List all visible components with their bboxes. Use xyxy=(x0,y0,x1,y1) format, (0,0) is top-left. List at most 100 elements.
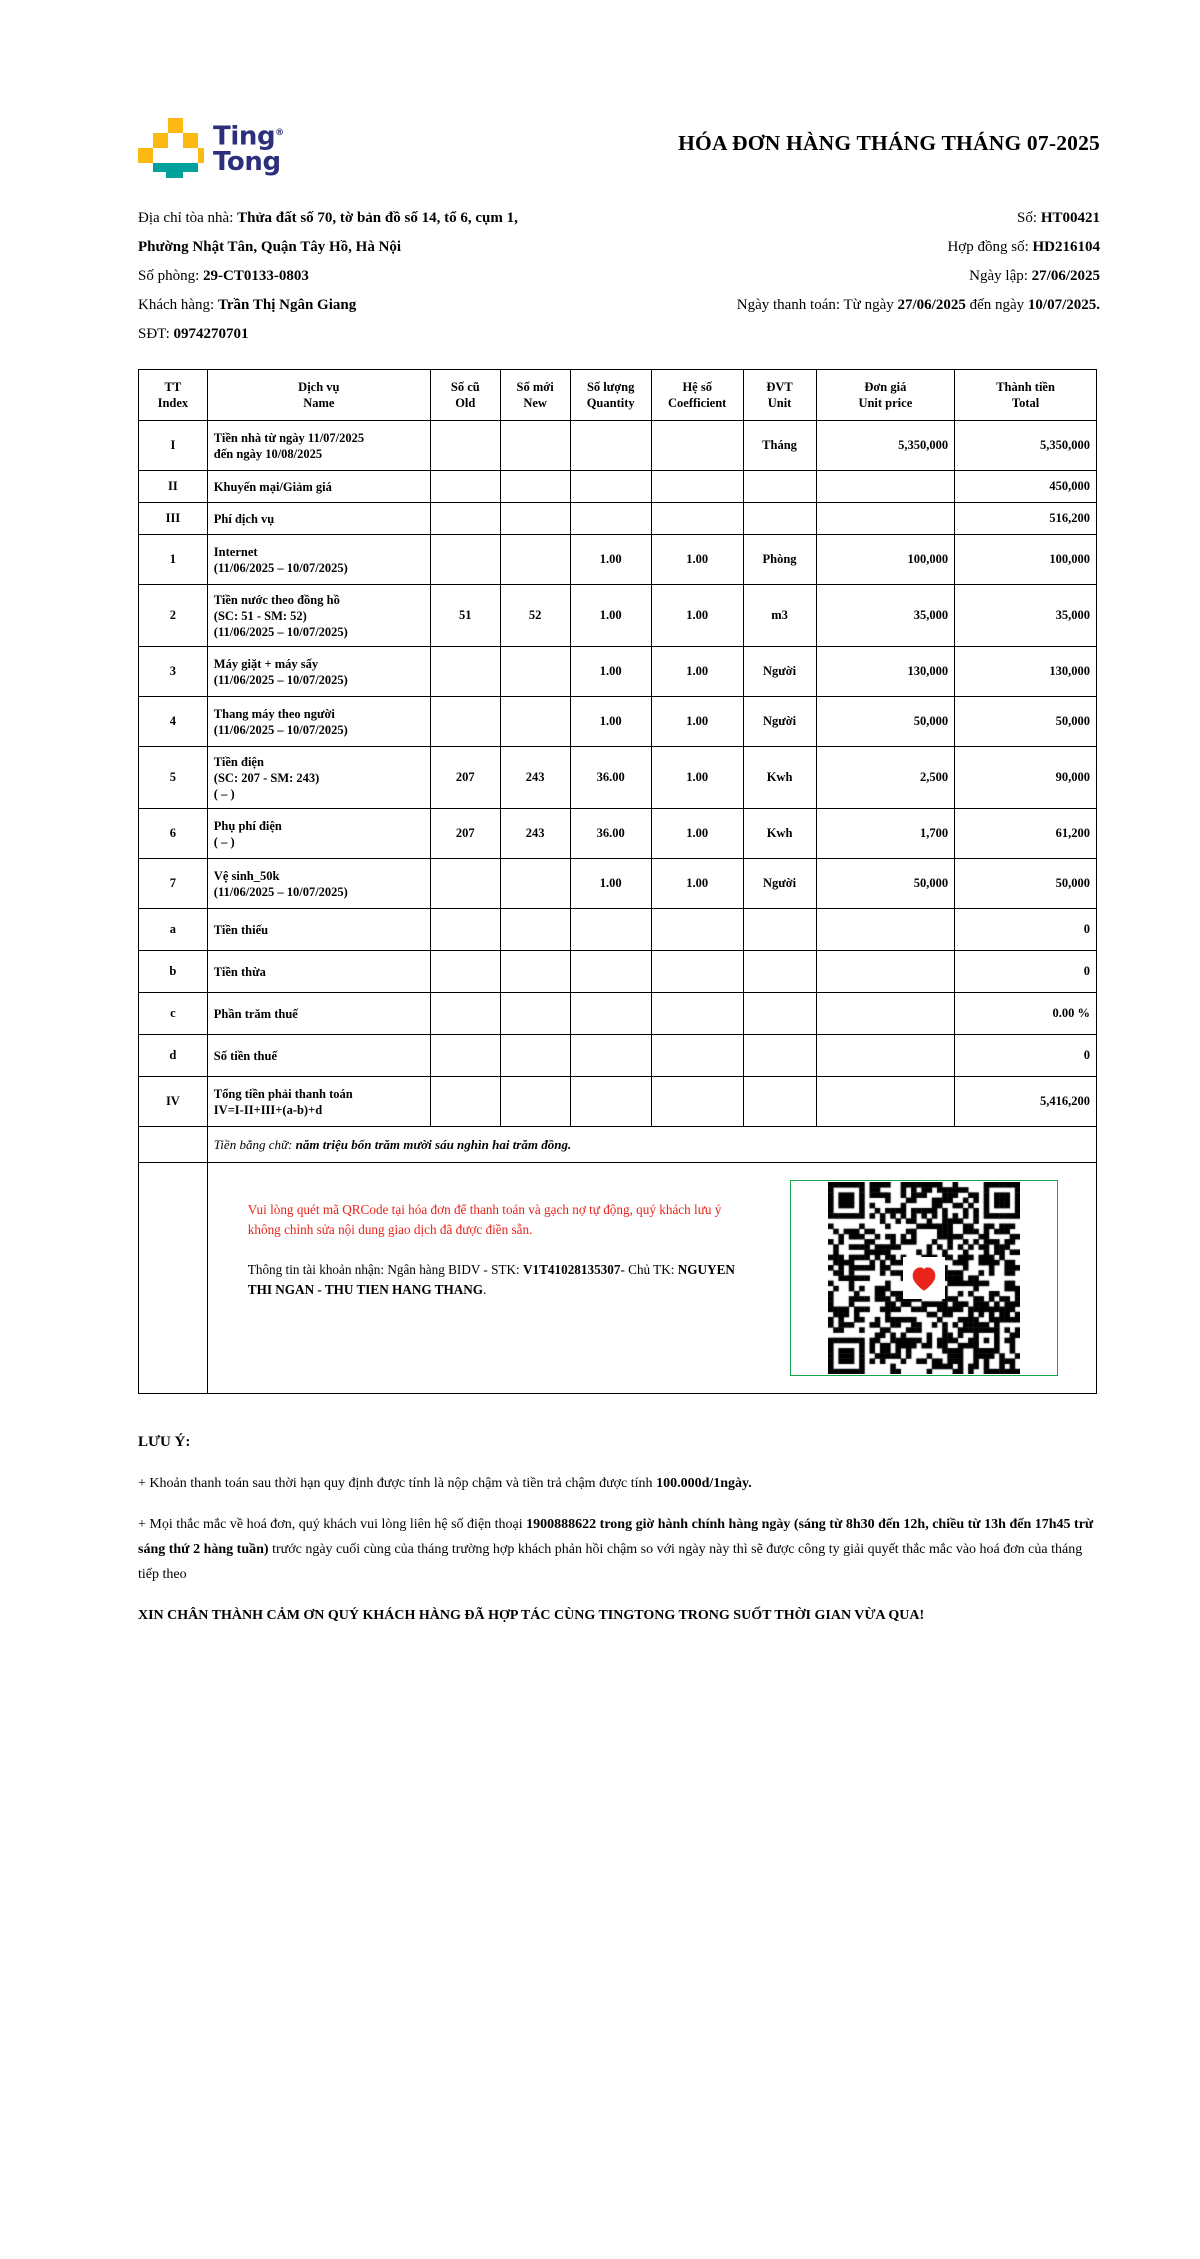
cell-index: 4 xyxy=(138,696,208,747)
cell-quantity xyxy=(569,420,652,471)
col-label-vi: Số lượng xyxy=(586,380,635,394)
cell-old: 51 xyxy=(429,584,501,647)
cell-index: 2 xyxy=(138,584,208,647)
note-late-payment: + Khoản thanh toán sau thời hạn quy định… xyxy=(138,1471,1100,1496)
cell-quantity xyxy=(569,950,652,993)
cell-total: 450,000 xyxy=(954,470,1097,503)
col-label-en: Name xyxy=(303,396,335,410)
amount-in-words: Tiền bằng chữ: năm triệu bốn trăm mười s… xyxy=(206,1126,1098,1163)
col-unit-price: Đơn giá Unit price xyxy=(815,369,956,421)
note-late-payment-fee: 100.000d/1ngày. xyxy=(656,1476,752,1491)
invoice-number: Số: HT00421 xyxy=(1017,204,1100,233)
cell-name: Tiền điện (SC: 207 - SM: 243)( – ) xyxy=(206,746,431,809)
room-number-label: Số phòng: xyxy=(138,268,200,284)
cell-coefficient xyxy=(650,908,744,951)
bank-account-owner: NGUYEN THI NGAN - THU TIEN HANG THANG xyxy=(247,1262,735,1297)
cell-unit: Người xyxy=(742,858,817,909)
cell-quantity xyxy=(569,992,652,1035)
cell-coefficient xyxy=(650,1076,744,1127)
cell-name: Phí dịch vụ xyxy=(206,502,431,535)
thank-you-message: XIN CHÂN THÀNH CẢM ƠN QUÝ KHÁCH HÀNG ĐÃ … xyxy=(138,1608,925,1623)
cell-unit: Kwh xyxy=(742,808,817,859)
cell-name: Phần trăm thuế xyxy=(206,992,431,1035)
col-label-en: Unit xyxy=(767,396,792,410)
service-name-line: Tiền điện xyxy=(213,754,264,769)
cell-total: 0 xyxy=(954,908,1097,951)
payment-period-to: 10/07/2025. xyxy=(1027,297,1100,313)
cell-old: 207 xyxy=(429,808,501,859)
cell-new xyxy=(499,502,571,535)
invoice-meta: Địa chỉ tòa nhà: Thửa đất số 70, tờ bản … xyxy=(0,178,1200,349)
service-name-line: ( – ) xyxy=(213,786,235,801)
cell-unit: m3 xyxy=(742,584,817,647)
cell-new xyxy=(499,646,571,697)
cell-total: 50,000 xyxy=(954,696,1097,747)
cell-old xyxy=(429,858,501,909)
qr-code-image[interactable] xyxy=(828,1182,1020,1374)
contract-number: Hợp đồng số: HD216104 xyxy=(947,233,1100,262)
cell-new: 243 xyxy=(499,746,571,809)
cell-total: 5,350,000 xyxy=(954,420,1097,471)
cell-old xyxy=(429,1076,501,1127)
cell-quantity: 36.00 xyxy=(569,746,652,809)
note-contact: + Mọi thắc mắc về hoá đơn, quý khách vui… xyxy=(138,1512,1100,1587)
bank-info-prefix: Thông tin tài khoản nhận: Ngân hàng BIDV… xyxy=(247,1262,523,1277)
cell-coefficient: 1.00 xyxy=(650,646,744,697)
note-contact-prefix: + Mọi thắc mắc về hoá đơn, quý khách vui… xyxy=(138,1517,527,1532)
cell-unit: Tháng xyxy=(742,420,817,471)
col-label-vi: ĐVT xyxy=(766,380,793,394)
cell-name: Vệ sinh_50k (11/06/2025 – 10/07/2025) xyxy=(206,858,431,909)
cell-quantity: 36.00 xyxy=(569,808,652,859)
notes-heading: LƯU Ý: xyxy=(138,1434,191,1450)
cell-total: 5,416,200 xyxy=(954,1076,1097,1127)
contract-number-label: Hợp đồng số: xyxy=(947,239,1029,255)
cell-unit: Người xyxy=(742,646,817,697)
cell-coefficient xyxy=(650,502,744,535)
table-row: IV Tổng tiền phải thanh toán IV=I-II+III+(… xyxy=(138,1076,1097,1127)
invoice-number-value: HT00421 xyxy=(1040,210,1100,226)
col-unit: ĐVT Unit xyxy=(742,369,817,421)
cell-unit-price xyxy=(815,908,956,951)
table-header-row: TT Index Dịch vụ Name Số cũ Old Số mới New S… xyxy=(138,369,1097,421)
service-name-line: Tiền thiếu xyxy=(213,922,269,937)
col-label-en: Old xyxy=(455,396,476,410)
service-name-line: Phần trăm thuế xyxy=(213,1006,298,1021)
table-row: III Phí dịch vụ 516,200 xyxy=(138,502,1097,535)
cell-quantity xyxy=(569,470,652,503)
cell-index: 7 xyxy=(138,858,208,909)
cell-index: 3 xyxy=(138,646,208,697)
cell-old xyxy=(429,992,501,1035)
cell-quantity: 1.00 xyxy=(569,534,652,585)
cell-unit: Phòng xyxy=(742,534,817,585)
cell-coefficient: 1.00 xyxy=(650,584,744,647)
cell-quantity xyxy=(569,908,652,951)
cell-unit-price: 2,500 xyxy=(815,746,956,809)
cell-quantity: 1.00 xyxy=(569,584,652,647)
customer-name-label: Khách hàng: xyxy=(138,297,215,313)
service-name-line: (SC: 207 - SM: 243) xyxy=(213,770,320,785)
cell-unit: Người xyxy=(742,696,817,747)
cell-index: 1 xyxy=(138,534,208,585)
col-new: Số mới New xyxy=(499,369,571,421)
cell-coefficient xyxy=(650,992,744,1035)
cell-unit xyxy=(742,470,817,503)
service-name-line: ( – ) xyxy=(213,834,235,849)
col-label-en: Coefficient xyxy=(668,396,727,410)
table-row: 4 Thang máy theo người (11/06/2025 – 10/07… xyxy=(138,696,1097,747)
room-number: Số phòng: 29-CT0133-0803 xyxy=(138,262,309,291)
cell-unit-price: 100,000 xyxy=(815,534,956,585)
cell-coefficient xyxy=(650,470,744,503)
cell-name: Số tiền thuế xyxy=(206,1034,431,1077)
cell-new xyxy=(499,696,571,747)
invoice-number-label: Số: xyxy=(1017,210,1038,226)
cell-index: II xyxy=(138,470,208,503)
amount-in-words-value: năm triệu bốn trăm mười sáu nghìn hai tr… xyxy=(295,1136,572,1152)
cell-old xyxy=(429,646,501,697)
cell-coefficient: 1.00 xyxy=(650,534,744,585)
cell-index: 6 xyxy=(138,808,208,859)
table-row: a Tiền thiếu 0 xyxy=(138,908,1097,951)
cell-quantity: 1.00 xyxy=(569,696,652,747)
cell-unit-price xyxy=(815,1034,956,1077)
qr-code-container[interactable] xyxy=(774,1168,1090,1388)
service-name-line: Tiền nước theo đồng hồ xyxy=(213,592,340,607)
